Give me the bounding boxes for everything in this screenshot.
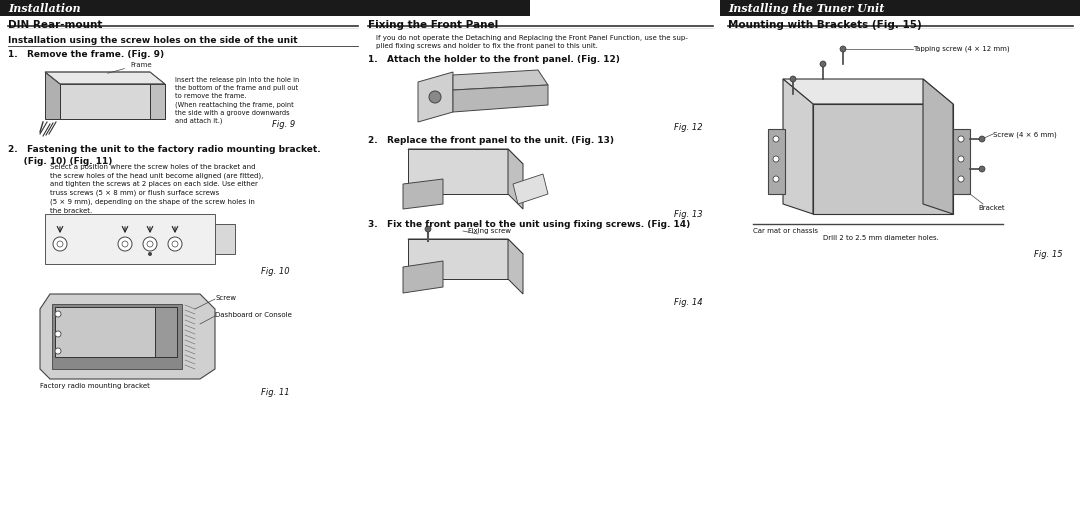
Polygon shape xyxy=(418,73,453,123)
Circle shape xyxy=(118,238,132,251)
Polygon shape xyxy=(508,240,523,294)
FancyBboxPatch shape xyxy=(720,0,1080,17)
Circle shape xyxy=(172,242,178,247)
Text: Screw (4 × 6 mm): Screw (4 × 6 mm) xyxy=(993,132,1056,138)
FancyBboxPatch shape xyxy=(408,150,508,194)
Circle shape xyxy=(978,166,985,173)
Polygon shape xyxy=(403,180,443,210)
Text: Fixing screw: Fixing screw xyxy=(468,228,511,234)
Circle shape xyxy=(773,177,779,183)
Text: DIN Rear-mount: DIN Rear-mount xyxy=(8,20,103,30)
Text: Fig. 15: Fig. 15 xyxy=(1035,249,1063,259)
Text: Select a position where the screw holes of the bracket and
the screw holes of th: Select a position where the screw holes … xyxy=(50,164,264,214)
Circle shape xyxy=(958,137,964,143)
Circle shape xyxy=(840,47,846,53)
FancyBboxPatch shape xyxy=(0,0,530,17)
Polygon shape xyxy=(408,150,523,165)
Circle shape xyxy=(57,242,63,247)
Text: Fig. 12: Fig. 12 xyxy=(674,123,703,132)
Text: Fixing the Front Panel: Fixing the Front Panel xyxy=(368,20,498,30)
Polygon shape xyxy=(403,262,443,293)
FancyBboxPatch shape xyxy=(52,304,183,369)
Circle shape xyxy=(55,348,60,354)
Polygon shape xyxy=(923,80,953,215)
Text: Installation: Installation xyxy=(8,3,81,14)
Circle shape xyxy=(148,252,152,257)
Polygon shape xyxy=(45,73,165,85)
Text: Factory radio mounting bracket: Factory radio mounting bracket xyxy=(40,382,150,388)
Polygon shape xyxy=(813,105,953,215)
FancyBboxPatch shape xyxy=(60,85,165,120)
Text: 1.   Attach the holder to the front panel. (Fig. 12): 1. Attach the holder to the front panel.… xyxy=(368,55,620,64)
Polygon shape xyxy=(453,71,548,91)
Text: Screw: Screw xyxy=(215,294,237,300)
Circle shape xyxy=(55,331,60,337)
Text: Dashboard or Console: Dashboard or Console xyxy=(215,312,292,318)
Circle shape xyxy=(143,238,157,251)
Polygon shape xyxy=(40,294,215,379)
Text: 2.   Fastening the unit to the factory radio mounting bracket.
     (Fig. 10) (F: 2. Fastening the unit to the factory rad… xyxy=(8,145,321,165)
Text: Installing the Tuner Unit: Installing the Tuner Unit xyxy=(728,3,885,14)
Text: Fig. 11: Fig. 11 xyxy=(261,387,291,396)
Circle shape xyxy=(53,238,67,251)
FancyBboxPatch shape xyxy=(156,307,177,357)
Circle shape xyxy=(789,77,796,83)
Polygon shape xyxy=(408,240,523,254)
Polygon shape xyxy=(45,73,60,120)
Circle shape xyxy=(773,157,779,163)
Text: Tapping screw (4 × 12 mm): Tapping screw (4 × 12 mm) xyxy=(913,46,1010,52)
Circle shape xyxy=(773,137,779,143)
Text: Fig. 9: Fig. 9 xyxy=(272,120,295,129)
Text: 1.   Remove the frame. (Fig. 9): 1. Remove the frame. (Fig. 9) xyxy=(8,50,164,59)
Text: 3.   Fix the front panel to the unit using fixing screws. (Fig. 14): 3. Fix the front panel to the unit using… xyxy=(368,219,690,229)
Polygon shape xyxy=(783,80,813,215)
Polygon shape xyxy=(783,80,953,105)
Text: If you do not operate the Detaching and Replacing the Front Panel Function, use : If you do not operate the Detaching and … xyxy=(376,35,688,49)
Text: Car mat or chassis: Car mat or chassis xyxy=(753,228,818,234)
Text: Drill 2 to 2.5 mm diameter holes.: Drill 2 to 2.5 mm diameter holes. xyxy=(823,235,939,241)
Circle shape xyxy=(958,157,964,163)
Text: Bracket: Bracket xyxy=(978,205,1004,211)
Circle shape xyxy=(958,177,964,183)
FancyBboxPatch shape xyxy=(45,215,215,265)
Circle shape xyxy=(429,92,441,104)
Polygon shape xyxy=(953,130,970,194)
Text: Installation using the screw holes on the side of the unit: Installation using the screw holes on th… xyxy=(8,36,298,45)
Polygon shape xyxy=(508,150,523,210)
Circle shape xyxy=(978,137,985,143)
Text: 2.   Replace the front panel to the unit. (Fig. 13): 2. Replace the front panel to the unit. … xyxy=(368,136,615,145)
Polygon shape xyxy=(150,85,165,120)
Text: Mounting with Brackets (Fig. 15): Mounting with Brackets (Fig. 15) xyxy=(728,20,921,30)
Text: Insert the release pin into the hole in
the bottom of the frame and pull out
to : Insert the release pin into the hole in … xyxy=(175,77,299,124)
Circle shape xyxy=(147,242,153,247)
FancyBboxPatch shape xyxy=(55,307,156,357)
Circle shape xyxy=(426,227,431,233)
Text: Fig. 10: Fig. 10 xyxy=(261,267,291,275)
Circle shape xyxy=(820,62,826,68)
Polygon shape xyxy=(513,175,548,205)
Circle shape xyxy=(55,312,60,318)
FancyBboxPatch shape xyxy=(408,240,508,279)
Text: Frame: Frame xyxy=(108,62,151,74)
Polygon shape xyxy=(453,86,548,113)
Circle shape xyxy=(168,238,183,251)
Circle shape xyxy=(122,242,129,247)
Polygon shape xyxy=(768,130,785,194)
FancyBboxPatch shape xyxy=(215,224,235,254)
Text: Fig. 13: Fig. 13 xyxy=(674,210,703,218)
Text: Fig. 14: Fig. 14 xyxy=(674,297,703,306)
